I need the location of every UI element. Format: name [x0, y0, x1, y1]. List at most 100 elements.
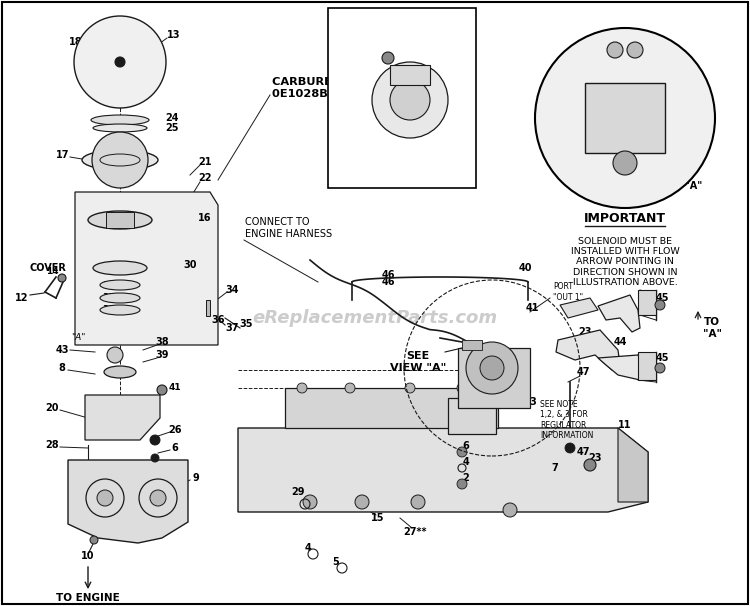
Text: 20: 20	[45, 403, 58, 413]
Circle shape	[372, 62, 448, 138]
Polygon shape	[85, 395, 160, 440]
Circle shape	[107, 347, 123, 363]
Text: 6: 6	[463, 441, 470, 451]
Text: PORT
"OUT 2": PORT "OUT 2"	[338, 125, 368, 145]
Text: 25: 25	[165, 123, 178, 133]
Polygon shape	[598, 295, 640, 332]
Text: 8: 8	[58, 363, 65, 373]
Circle shape	[115, 57, 125, 67]
Text: 26: 26	[168, 425, 182, 435]
Text: eReplacementParts.com: eReplacementParts.com	[253, 309, 497, 327]
Text: 11: 11	[618, 420, 632, 430]
Text: 4: 4	[463, 457, 470, 467]
Text: 43: 43	[56, 345, 69, 355]
Text: 3: 3	[444, 53, 450, 62]
Bar	[206, 300, 210, 316]
Circle shape	[157, 385, 167, 395]
Polygon shape	[618, 428, 648, 502]
Polygon shape	[75, 192, 218, 345]
Text: 28: 28	[45, 440, 58, 450]
Polygon shape	[238, 428, 648, 512]
Circle shape	[355, 495, 369, 509]
Bar	[106, 212, 134, 228]
Text: 18: 18	[69, 37, 82, 47]
Circle shape	[58, 274, 66, 282]
Ellipse shape	[93, 124, 147, 132]
Circle shape	[457, 447, 467, 457]
Text: 12: 12	[15, 293, 28, 303]
Text: PORT
"OUT 1": PORT "OUT 1"	[553, 282, 584, 302]
Circle shape	[405, 383, 415, 393]
Bar	[390, 65, 430, 85]
Text: 17: 17	[56, 150, 70, 160]
Text: IMPORTANT: IMPORTANT	[584, 211, 666, 224]
Bar	[585, 83, 665, 153]
Text: 33: 33	[102, 305, 115, 315]
Circle shape	[655, 363, 665, 373]
Text: SEE
VIEW "A": SEE VIEW "A"	[390, 351, 446, 373]
Circle shape	[565, 443, 575, 453]
Circle shape	[390, 80, 430, 120]
Ellipse shape	[100, 293, 140, 303]
Ellipse shape	[100, 305, 140, 315]
Circle shape	[607, 42, 623, 58]
Text: 22: 22	[198, 173, 211, 183]
Circle shape	[627, 42, 643, 58]
Circle shape	[90, 536, 98, 544]
Text: 45: 45	[656, 353, 669, 363]
Circle shape	[297, 383, 307, 393]
Text: 10: 10	[81, 551, 94, 561]
Text: 37: 37	[225, 323, 238, 333]
Circle shape	[97, 490, 113, 506]
Polygon shape	[556, 330, 620, 370]
Polygon shape	[68, 460, 188, 543]
Ellipse shape	[104, 366, 136, 378]
Text: 47: 47	[576, 447, 590, 457]
Ellipse shape	[93, 261, 147, 275]
Circle shape	[74, 16, 166, 108]
Text: 38: 38	[155, 337, 169, 347]
Text: 23: 23	[578, 327, 592, 337]
Ellipse shape	[100, 280, 140, 290]
Text: TO
"A": TO "A"	[703, 317, 721, 339]
Polygon shape	[560, 298, 598, 318]
Ellipse shape	[88, 211, 152, 229]
Circle shape	[345, 383, 355, 393]
Circle shape	[457, 383, 467, 393]
Text: 34: 34	[225, 285, 238, 295]
Circle shape	[535, 28, 715, 208]
Text: 3: 3	[530, 397, 536, 407]
Text: 7: 7	[551, 463, 558, 473]
Text: 24: 24	[165, 113, 178, 123]
Text: SOLENOID MUST BE
INSTALLED WITH FLOW
ARROW POINTING IN
DIRECTION SHOWN IN
ILLUST: SOLENOID MUST BE INSTALLED WITH FLOW ARR…	[571, 237, 680, 287]
Text: 41: 41	[352, 53, 364, 62]
Bar	[458, 348, 530, 408]
Text: 30: 30	[183, 260, 196, 270]
Bar	[448, 398, 496, 434]
Polygon shape	[598, 355, 646, 380]
Text: 44: 44	[614, 337, 627, 347]
Text: 15: 15	[371, 513, 385, 523]
Text: 40: 40	[518, 263, 532, 273]
Circle shape	[457, 479, 467, 489]
Circle shape	[92, 132, 148, 188]
Text: 13: 13	[167, 30, 181, 40]
Circle shape	[150, 490, 166, 506]
Polygon shape	[285, 388, 498, 428]
Text: 14: 14	[46, 267, 58, 276]
Text: 16: 16	[198, 213, 211, 223]
Text: 47: 47	[576, 367, 590, 377]
Text: 1: 1	[458, 410, 465, 420]
Text: CARBURETOR ASSY.
0E1028B (I/N 19): CARBURETOR ASSY. 0E1028B (I/N 19)	[272, 77, 398, 99]
Text: SEE NOTE
1,2, & 3 FOR
REGULATOR
INFORMATION: SEE NOTE 1,2, & 3 FOR REGULATOR INFORMAT…	[540, 400, 593, 440]
Text: 41: 41	[169, 384, 182, 393]
Text: 4: 4	[304, 543, 311, 553]
Text: 9: 9	[193, 473, 200, 483]
Circle shape	[151, 454, 159, 462]
Bar	[638, 352, 656, 380]
Text: 6: 6	[172, 443, 178, 453]
Text: 40: 40	[352, 24, 364, 33]
Circle shape	[613, 151, 637, 175]
Text: "A": "A"	[70, 333, 86, 342]
Ellipse shape	[82, 150, 158, 170]
